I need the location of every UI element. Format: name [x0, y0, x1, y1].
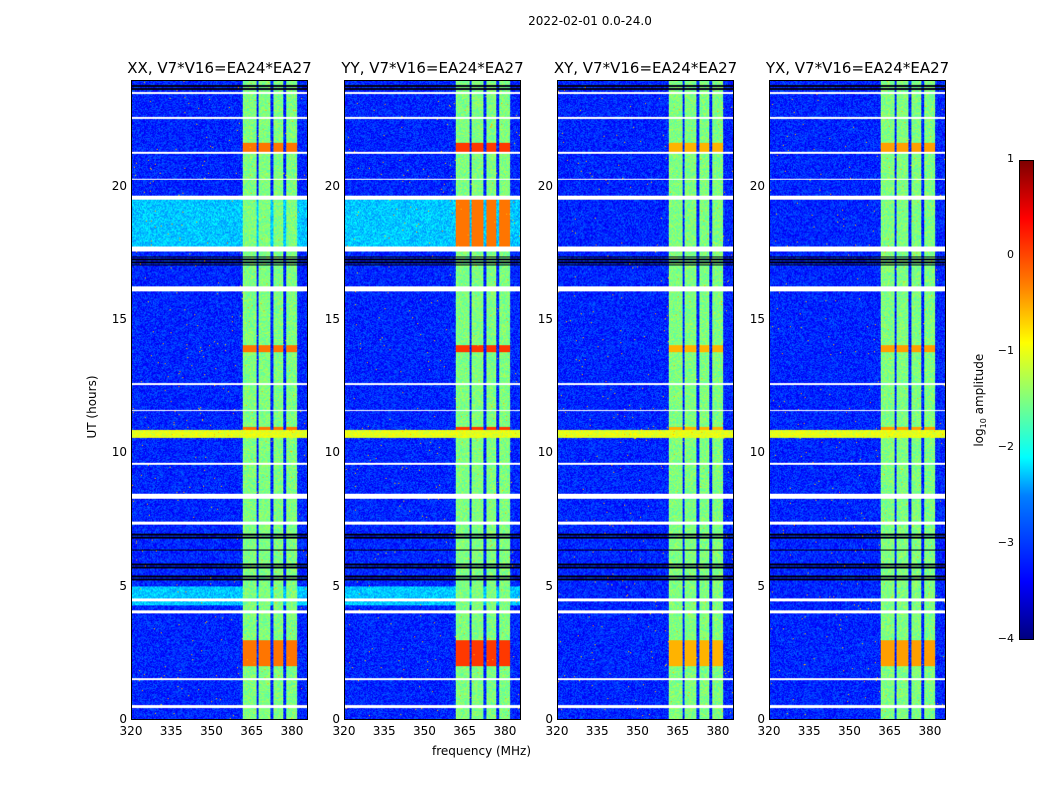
colorbar-label: log10 amplitude: [971, 353, 989, 447]
colorbar: [1019, 160, 1034, 640]
y-tick-label: 5: [757, 578, 765, 593]
x-tick-label: 350: [413, 724, 436, 738]
x-tick-label: 365: [666, 724, 690, 738]
y-tick-label: 20: [324, 178, 340, 193]
colorbar-tick-label: −1: [997, 344, 1014, 357]
x-tick-label: 365: [878, 724, 902, 738]
heatmap-image: [770, 81, 945, 719]
heatmap-image: [132, 81, 307, 719]
y-tick-label: 10: [537, 445, 553, 460]
heatmap-image: [345, 81, 520, 719]
panel-title: XY, V7*V16=EA24*EA27: [553, 59, 738, 77]
y-tick-label: 15: [537, 312, 553, 326]
x-tick-label: 380: [280, 724, 304, 738]
y-tick-label: 0: [757, 712, 765, 726]
panel-title: YX, V7*V16=EA24*EA27: [765, 59, 950, 77]
panel-title: YY, V7*V16=EA24*EA27: [341, 59, 524, 77]
y-tick-label: 0: [332, 712, 340, 726]
heatmap-image: [558, 81, 733, 719]
y-axis-label: UT (hours): [85, 375, 99, 439]
y-tick-label: 10: [749, 445, 765, 460]
panel-title: XX, V7*V16=EA24*EA27: [127, 59, 312, 77]
x-tick-label: 335: [797, 724, 821, 738]
x-tick-label: 335: [585, 724, 609, 738]
y-tick-label: 15: [324, 312, 340, 326]
x-tick-label: 320: [545, 724, 569, 738]
y-tick-label: 20: [537, 178, 553, 193]
y-tick-label: 0: [119, 712, 127, 726]
y-tick-label: 10: [111, 445, 127, 460]
figure-title: 2022-02-01 0.0-24.0: [528, 14, 652, 28]
x-tick-label: 320: [119, 724, 143, 738]
x-tick-label: 335: [159, 724, 183, 738]
heatmap-panel: [557, 80, 734, 720]
y-tick-label: 5: [332, 578, 340, 593]
colorbar-tick-label: −3: [997, 536, 1014, 549]
x-tick-label: 335: [372, 724, 396, 738]
x-tick-label: 320: [332, 724, 356, 738]
x-tick-label: 365: [240, 724, 264, 738]
x-axis-label: frequency (MHz): [432, 744, 532, 758]
x-tick-label: 350: [200, 724, 223, 738]
colorbar-tick-label: 0: [1007, 248, 1014, 261]
heatmap-panel: [344, 80, 521, 720]
x-tick-label: 350: [626, 724, 649, 738]
x-tick-label: 350: [838, 724, 861, 738]
colorbar-tick-label: 1: [1007, 152, 1014, 165]
y-tick-label: 0: [545, 712, 553, 726]
x-tick-label: 380: [493, 724, 517, 738]
colorbar-tick-label: −2: [997, 440, 1014, 453]
x-tick-label: 320: [757, 724, 781, 738]
y-tick-label: 20: [111, 178, 127, 193]
y-tick-label: 10: [324, 445, 340, 460]
y-tick-label: 15: [111, 312, 127, 326]
x-tick-label: 365: [453, 724, 477, 738]
y-tick-label: 5: [545, 578, 553, 593]
x-tick-label: 380: [706, 724, 730, 738]
y-tick-label: 15: [749, 312, 765, 326]
heatmap-panel: [769, 80, 946, 720]
y-tick-label: 20: [749, 178, 765, 193]
colorbar-tick-label: −4: [997, 632, 1014, 645]
x-tick-label: 380: [918, 724, 942, 738]
y-tick-label: 5: [119, 578, 127, 593]
heatmap-panel: [131, 80, 308, 720]
